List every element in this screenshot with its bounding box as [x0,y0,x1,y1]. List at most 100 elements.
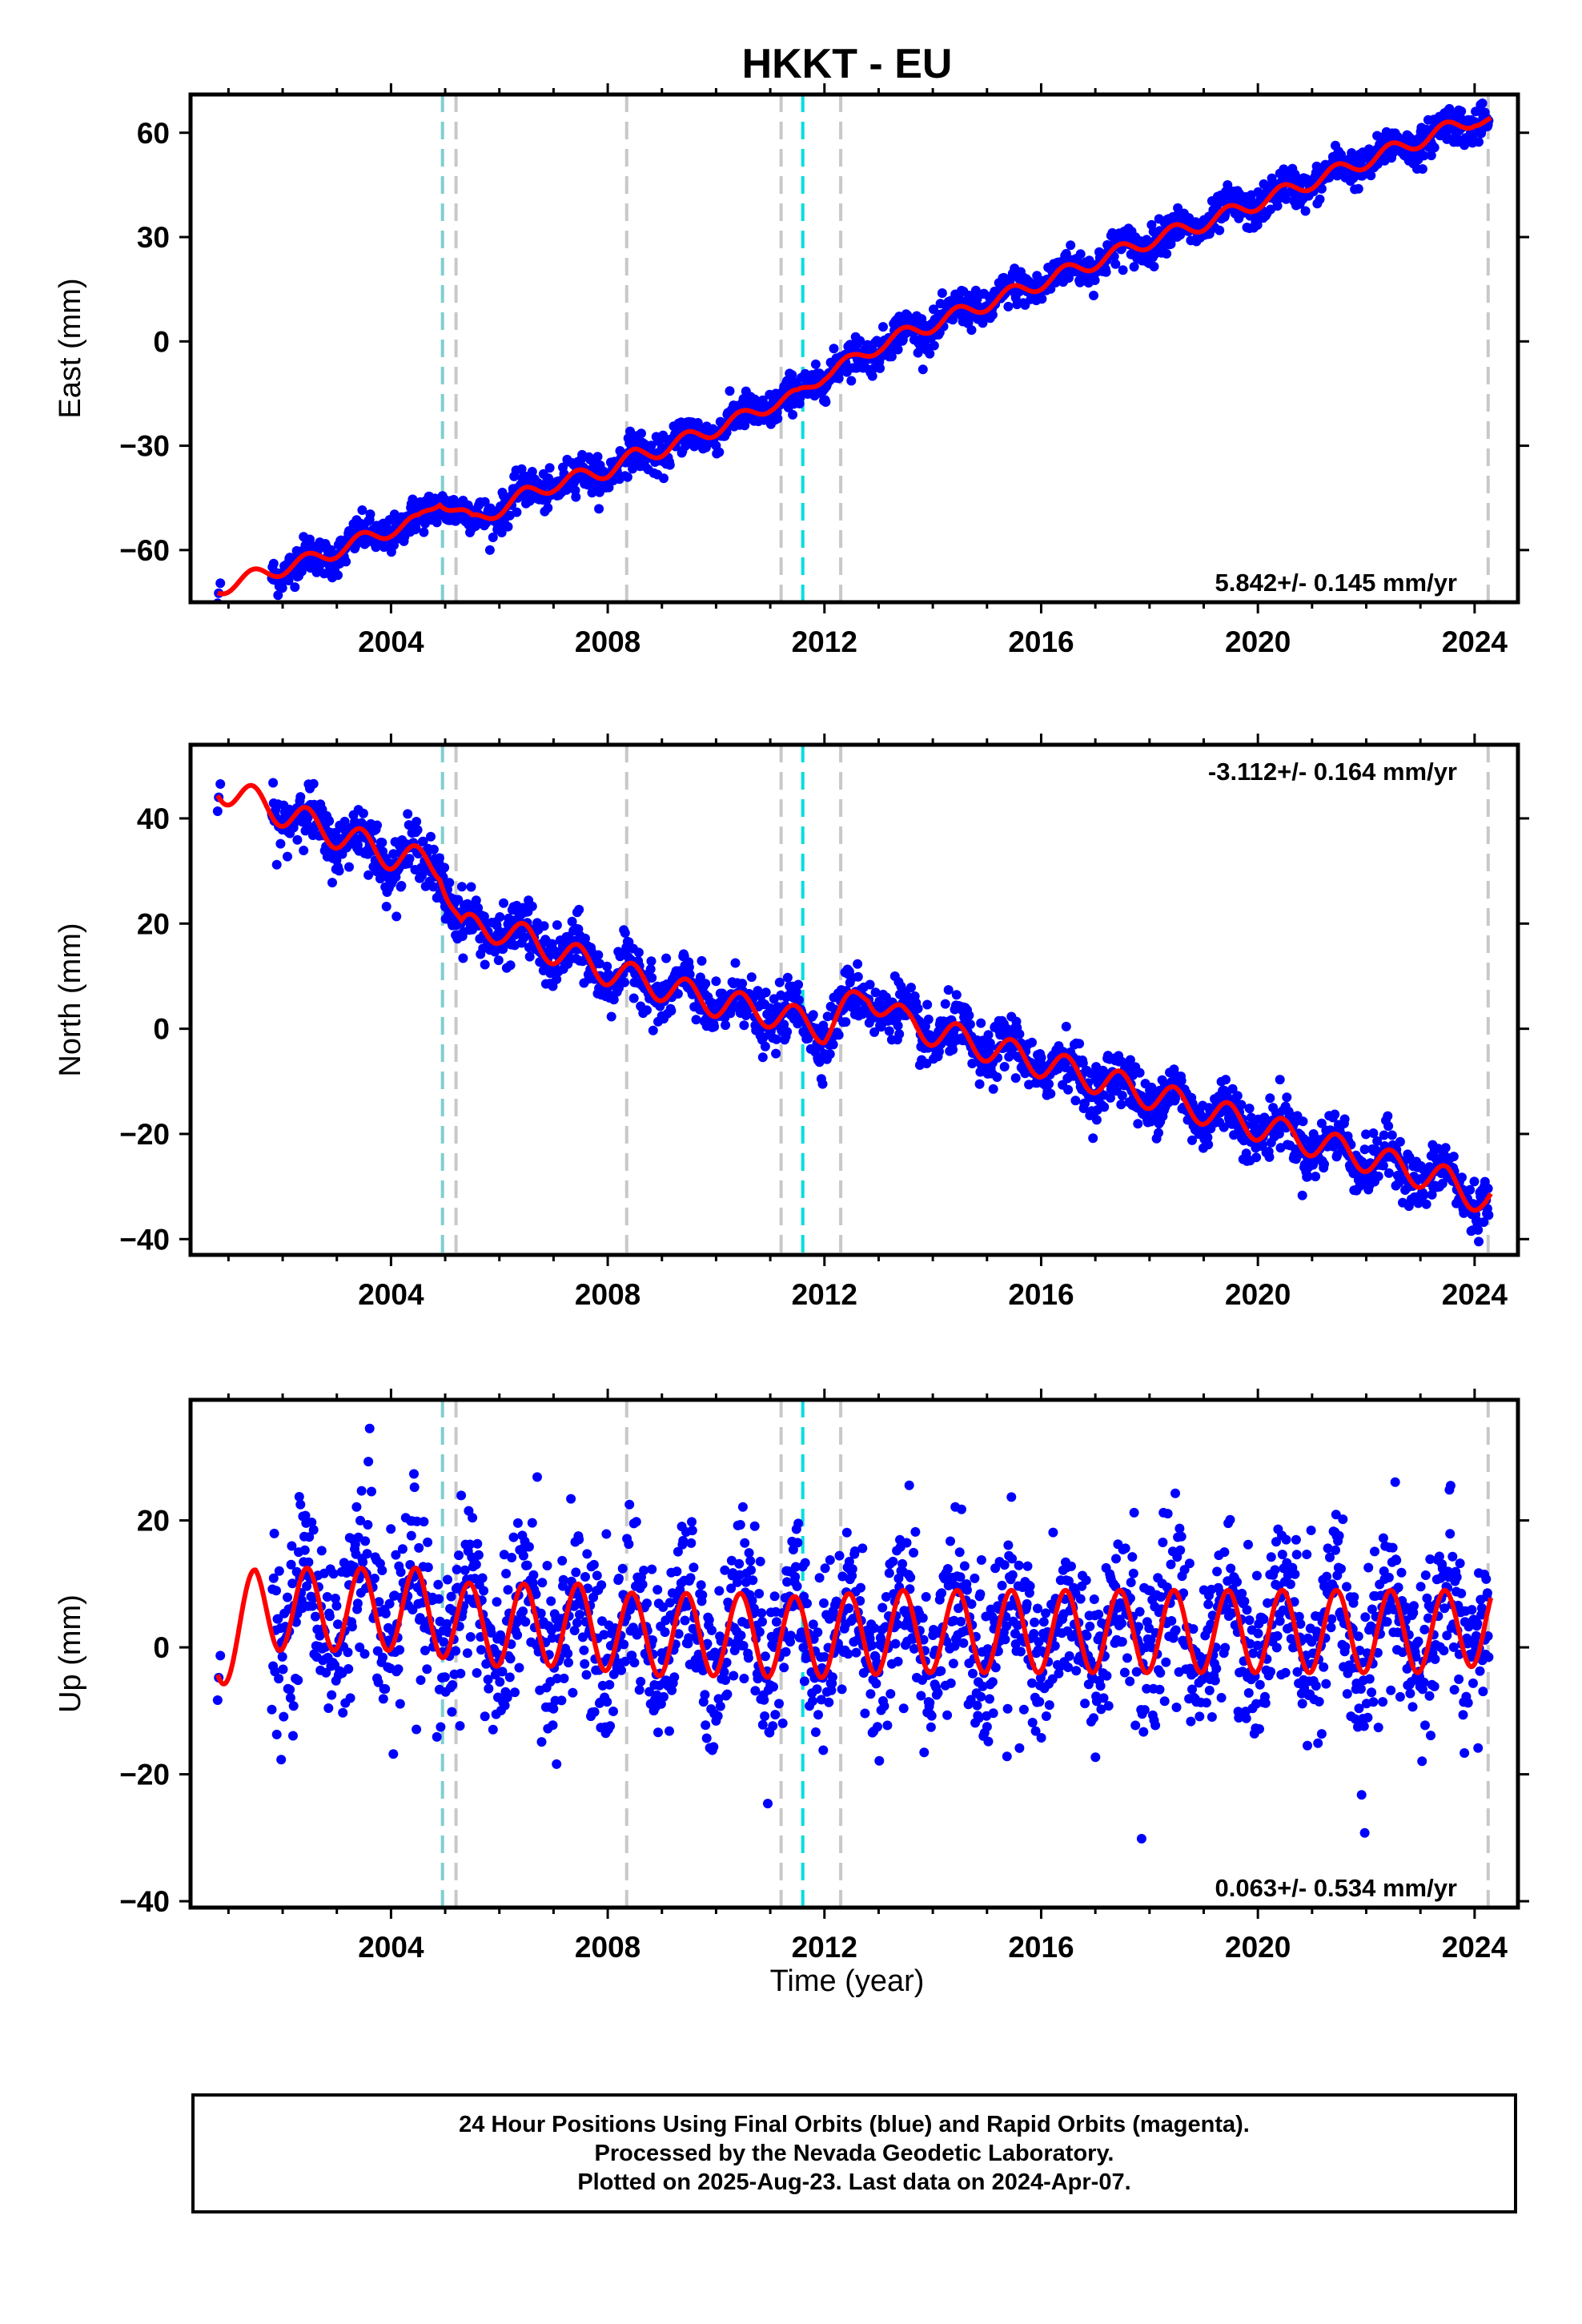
data-point [653,1727,663,1738]
data-point [999,1062,1010,1072]
data-point [1014,1029,1025,1039]
data-point [1460,140,1470,151]
data-point [587,488,597,498]
data-point [277,583,287,593]
data-point [886,352,897,362]
data-point [846,376,857,386]
data-point [639,1566,649,1575]
data-point [283,851,292,862]
data-point [537,1578,548,1588]
data-point [721,1675,731,1685]
data-point [1421,1199,1431,1209]
data-point [303,1557,314,1567]
data-point [987,310,998,320]
data-point [568,1687,578,1698]
data-point [594,504,604,514]
data-point [951,990,962,1000]
data-point [636,1676,646,1687]
data-point [785,1630,796,1641]
data-point [288,1731,298,1741]
data-point [324,1611,335,1622]
data-point [1474,1236,1484,1247]
data-point [669,1672,680,1683]
data-point [580,1572,590,1582]
data-point [271,1729,282,1739]
x-tick-label: 2024 [1442,1278,1508,1311]
x-tick-label: 2020 [1225,625,1291,658]
data-point [787,370,797,380]
data-point [1176,1076,1186,1086]
data-point [563,1648,573,1659]
data-point [1027,1037,1037,1047]
data-point [709,1022,720,1031]
data-point [614,1574,624,1583]
data-point [793,979,804,990]
data-point [736,1630,746,1641]
data-point [480,497,490,507]
data-point [316,1546,327,1556]
data-point [466,882,476,892]
y-tick-label: −20 [119,1118,170,1151]
data-point [456,882,467,892]
data-point [1474,137,1484,147]
data-point [821,397,831,407]
data-point [622,472,632,482]
data-point [812,1684,822,1695]
data-point [760,1651,770,1662]
data-point [372,820,382,830]
data-point [790,1572,801,1582]
data-point [363,1520,373,1530]
data-point [770,1710,781,1720]
data-point [395,1699,405,1709]
data-point [1070,1096,1081,1106]
data-point [323,1703,334,1713]
data-point [760,1041,770,1051]
data-point [520,1617,531,1627]
data-point [965,1019,975,1030]
data-point [604,482,614,493]
data-point [495,1677,505,1687]
data-point [338,1707,348,1718]
data-point [629,1658,640,1668]
data-point [579,1645,589,1655]
data-point [645,964,656,975]
data-point [542,1561,552,1570]
data-point [713,1711,723,1721]
data-point [1339,1114,1350,1124]
data-point [299,1545,310,1555]
data-point [271,1586,281,1596]
data-point [514,1663,524,1673]
data-point [818,1745,829,1755]
data-point [750,1686,761,1696]
data-point [512,507,522,517]
data-point [307,1601,318,1611]
data-point [1252,219,1263,230]
data-point [1264,1152,1275,1162]
data-point [377,1566,387,1575]
data-point [574,904,584,915]
data-point [1265,1093,1275,1104]
data-point [293,1675,303,1686]
data-point [782,972,793,983]
data-point [465,1632,476,1642]
data-point [503,1585,513,1595]
data-point [761,987,771,998]
data-point [381,902,391,911]
data-point [1353,183,1363,194]
data-point [365,509,375,520]
data-point [391,911,402,922]
data-point [755,1556,765,1566]
data-point [757,1719,768,1730]
data-point [729,1671,739,1681]
data-point [452,1564,462,1574]
data-point [948,1044,958,1055]
data-point [1223,180,1233,190]
data-point [1046,1088,1056,1099]
data-point [601,1529,612,1539]
data-point [745,1556,756,1566]
data-point [748,1575,758,1586]
data-point [659,473,669,484]
data-point [285,1684,295,1695]
data-point [389,540,399,550]
data-point [528,1570,539,1580]
